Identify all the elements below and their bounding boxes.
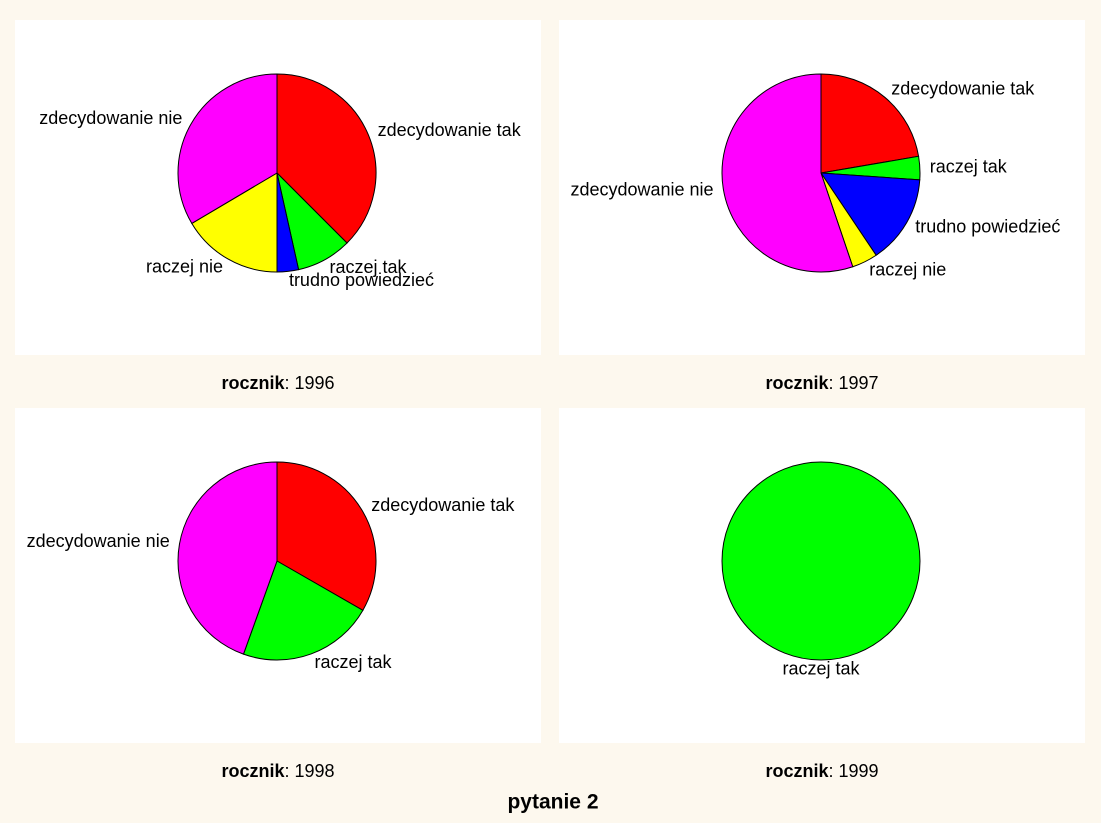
slice-label: raczej tak — [782, 659, 860, 679]
chart-title: pytanie 2 — [507, 791, 598, 814]
slice-label: raczej tak — [329, 257, 407, 277]
pie-slice — [191, 172, 278, 273]
pie-slice — [820, 172, 921, 256]
slice-label: raczej nie — [869, 259, 946, 279]
pie-slice — [242, 560, 364, 661]
slice-label: zdecydowanie tak — [891, 78, 1035, 98]
pie-slice — [721, 73, 854, 273]
slice-label: zdecydowanie nie — [39, 108, 182, 128]
slice-label: trudno powiedzieć — [289, 270, 434, 290]
slice-label: raczej tak — [930, 156, 1008, 176]
caption-label: rocznik — [765, 761, 829, 781]
pie-slice — [276, 461, 377, 612]
caption-value: 1998 — [295, 761, 335, 781]
slice-label: zdecydowanie tak — [371, 495, 515, 515]
panel-caption: rocznik: 1996 — [221, 373, 334, 393]
panel-caption: rocznik: 1998 — [221, 761, 334, 781]
slice-label: trudno powiedzieć — [915, 216, 1060, 236]
caption-value: 1999 — [839, 761, 879, 781]
pie-slice — [177, 73, 278, 225]
caption-label: rocznik — [221, 761, 285, 781]
pie-slice — [820, 73, 920, 174]
slice-label: raczej nie — [146, 256, 223, 276]
pie-slice — [721, 461, 921, 661]
panel-caption: rocznik: 1999 — [765, 761, 878, 781]
pie-slice — [276, 73, 377, 244]
caption-value: 1997 — [839, 373, 879, 393]
caption-value: 1996 — [295, 373, 335, 393]
slice-label: raczej tak — [315, 652, 393, 672]
slice-label: zdecydowanie nie — [570, 179, 713, 199]
panel-caption: rocznik: 1997 — [765, 373, 878, 393]
pie-slice — [177, 461, 278, 655]
caption-label: rocznik — [221, 373, 285, 393]
caption-label: rocznik — [765, 373, 829, 393]
slice-label: zdecydowanie nie — [27, 531, 170, 551]
slice-label: zdecydowanie tak — [378, 120, 522, 140]
